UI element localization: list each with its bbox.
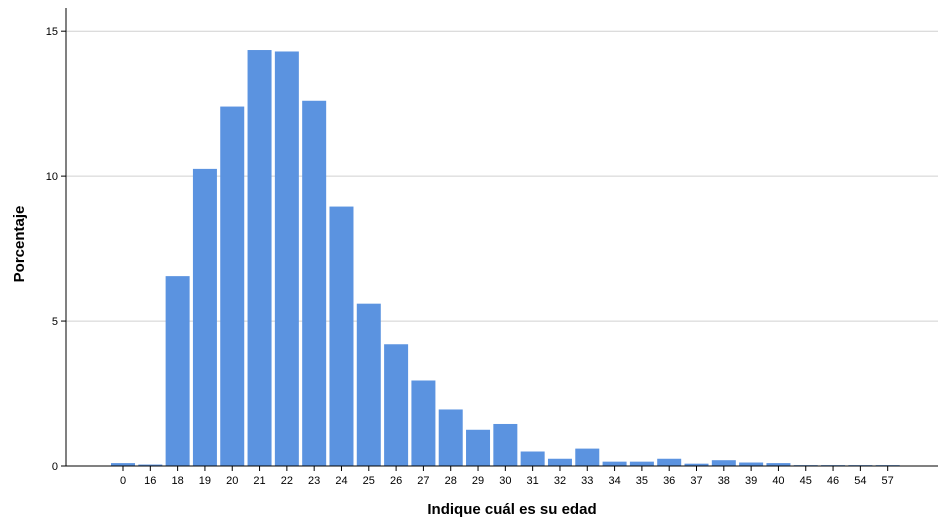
- x-tick-label-30: 30: [499, 475, 511, 487]
- bar-0: [111, 463, 135, 466]
- y-tick-labels: 0 5 10 15: [46, 26, 66, 473]
- bar-33: [575, 448, 600, 466]
- x-tick-label-31: 31: [527, 475, 539, 487]
- bar-22: [274, 51, 299, 466]
- x-tick-label-32: 32: [554, 475, 566, 487]
- x-tick-label-35: 35: [636, 475, 648, 487]
- x-tick-label-18: 18: [171, 475, 183, 487]
- x-tick-label-25: 25: [363, 475, 375, 487]
- x-tick-label-22: 22: [281, 475, 293, 487]
- x-tick-label-37: 37: [690, 475, 702, 487]
- x-tick-label-33: 33: [581, 475, 593, 487]
- bar-28: [438, 409, 463, 466]
- bar-30: [493, 423, 518, 466]
- x-tick-label-45: 45: [800, 475, 812, 487]
- y-tick-label-0: 0: [52, 461, 58, 473]
- x-tick-label-36: 36: [663, 475, 675, 487]
- bar-23: [302, 100, 327, 466]
- x-tick-label-24: 24: [335, 475, 347, 487]
- x-axis-title: Indique cuál es su edad: [427, 501, 596, 518]
- x-tick-label-26: 26: [390, 475, 402, 487]
- y-axis-title: Porcentaje: [11, 206, 28, 283]
- x-tick-label-21: 21: [253, 475, 265, 487]
- bar-35: [629, 461, 654, 466]
- bar-20: [220, 106, 245, 467]
- bar-31: [520, 451, 545, 466]
- x-tick-label-19: 19: [199, 475, 211, 487]
- x-tick-label-57: 57: [882, 475, 894, 487]
- x-tick-label-16: 16: [144, 475, 156, 487]
- bar-21: [247, 50, 272, 466]
- bar-27: [411, 380, 436, 466]
- y-tick-label-5: 5: [52, 316, 58, 328]
- x-tick-label-23: 23: [308, 475, 320, 487]
- bars: [111, 50, 900, 467]
- bar-39: [739, 462, 764, 466]
- bar-16: [138, 464, 163, 466]
- x-tick-label-34: 34: [608, 475, 620, 487]
- bar-38: [711, 460, 736, 466]
- x-tick-label-40: 40: [772, 475, 784, 487]
- x-tick-label-39: 39: [745, 475, 757, 487]
- bar-26: [384, 344, 409, 466]
- y-tick-label-10: 10: [46, 171, 58, 183]
- bar-25: [356, 303, 381, 466]
- bar-32: [547, 458, 572, 466]
- bar-36: [657, 458, 682, 466]
- x-tick-label-46: 46: [827, 475, 839, 487]
- bar-37: [684, 463, 709, 466]
- bar-24: [329, 206, 354, 466]
- x-tick-label-28: 28: [445, 475, 457, 487]
- x-tick-labels: 0 16 18 19 20 21 22 23 24 25 26 27 28 29 30 31 32 33 34 35 3…: [120, 466, 894, 487]
- bar-29: [466, 429, 491, 466]
- bar-19: [192, 168, 217, 466]
- y-tick-label-15: 15: [46, 26, 58, 38]
- x-tick-label-27: 27: [417, 475, 429, 487]
- x-tick-label-38: 38: [718, 475, 730, 487]
- x-tick-label-0: 0: [120, 475, 126, 487]
- bar-18: [165, 276, 190, 466]
- x-tick-label-20: 20: [226, 475, 238, 487]
- x-tick-label-54: 54: [854, 475, 866, 487]
- bar-40: [766, 463, 791, 466]
- bar-34: [602, 461, 627, 466]
- x-tick-label-29: 29: [472, 475, 484, 487]
